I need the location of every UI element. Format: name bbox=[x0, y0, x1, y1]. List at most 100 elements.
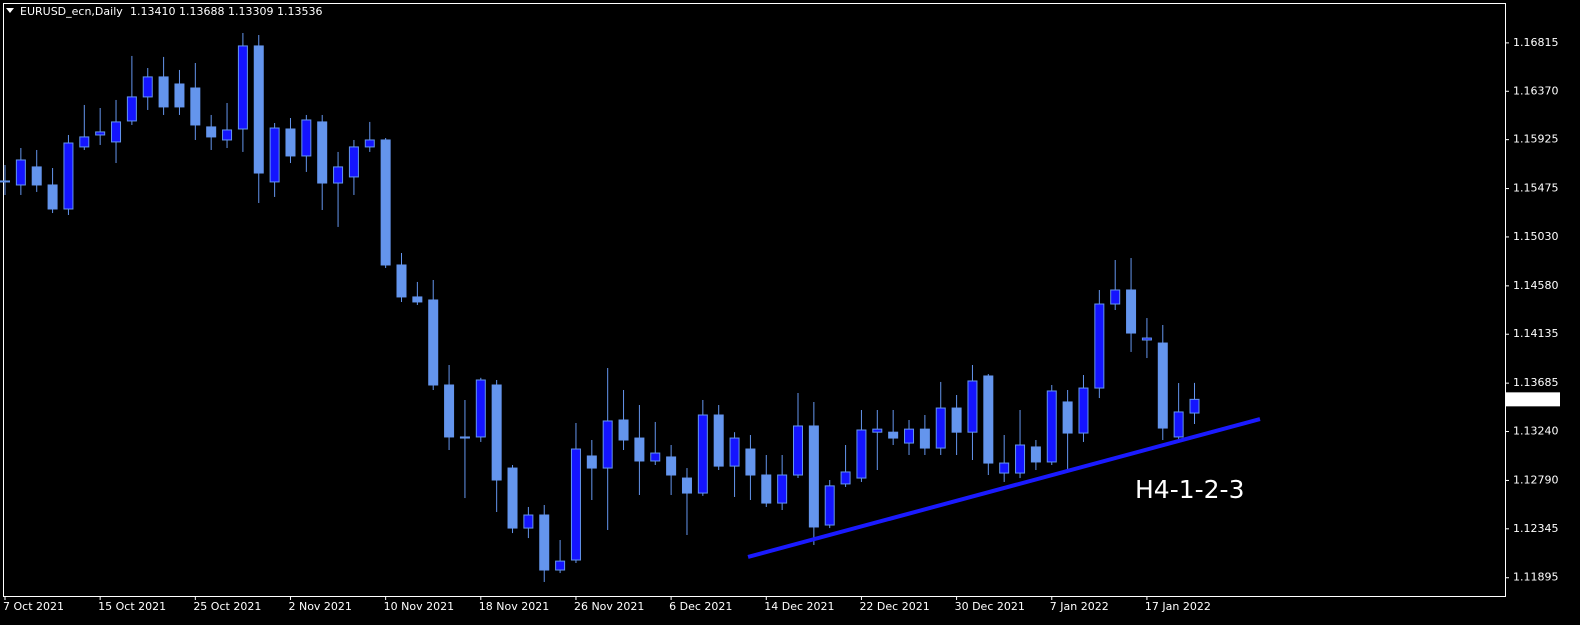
candle-body-down bbox=[47, 184, 58, 210]
candle-body-up bbox=[237, 45, 248, 130]
x-tick-label: 30 Dec 2021 bbox=[955, 600, 1025, 613]
candle-body-up bbox=[142, 76, 153, 98]
candle-body-up bbox=[1046, 390, 1057, 463]
candle-body-down bbox=[808, 425, 819, 528]
candle-body-up bbox=[523, 514, 534, 529]
candle-body-up bbox=[1189, 398, 1200, 414]
plot-frame bbox=[3, 3, 1506, 597]
candle-body-down bbox=[1157, 342, 1168, 429]
candle-body-down bbox=[428, 299, 439, 386]
candle-body-up bbox=[111, 121, 122, 143]
candle-body-up bbox=[475, 379, 486, 438]
candle-body-up bbox=[1015, 444, 1026, 474]
candle-body-up bbox=[364, 139, 375, 148]
candle-body-down bbox=[1062, 401, 1073, 434]
candle-body-up bbox=[15, 159, 26, 186]
candle-body-down bbox=[158, 76, 169, 108]
candle-body-up bbox=[1173, 411, 1184, 438]
menu-arrow[interactable] bbox=[6, 8, 14, 13]
candle-body-down bbox=[491, 384, 502, 481]
candle-body-up bbox=[999, 462, 1010, 474]
candle-body-down bbox=[888, 431, 899, 439]
candle-body-up bbox=[333, 166, 344, 184]
candle-body-up bbox=[222, 129, 233, 141]
y-tick-label: 1.15030 bbox=[1513, 230, 1559, 243]
candle-body-up bbox=[872, 428, 883, 433]
symbol: EURUSD_ecn,Daily bbox=[20, 5, 123, 18]
candle-body-up bbox=[904, 428, 915, 444]
candle-body-down bbox=[951, 407, 962, 433]
x-tick-label: 7 Jan 2022 bbox=[1050, 600, 1109, 613]
x-tick-label: 15 Oct 2021 bbox=[98, 600, 166, 613]
candle-body-down bbox=[745, 448, 756, 476]
candle-body-down bbox=[539, 514, 550, 571]
y-tick-label: 1.16370 bbox=[1513, 84, 1559, 97]
candle-body-down bbox=[713, 414, 724, 467]
candle-body-up bbox=[650, 452, 661, 462]
candle-body-up bbox=[555, 560, 566, 571]
candle-body-down bbox=[412, 296, 423, 303]
x-tick-label: 18 Nov 2021 bbox=[479, 600, 549, 613]
candle-body-up bbox=[301, 119, 312, 157]
trend-line bbox=[747, 417, 1261, 559]
annotation: H4-1-2-3 bbox=[1135, 475, 1245, 504]
x-tick-label: 25 Oct 2021 bbox=[193, 600, 261, 613]
candle-body-up bbox=[1110, 289, 1121, 305]
candle-body-down bbox=[666, 456, 677, 476]
candle-body-up bbox=[348, 146, 359, 178]
x-tick-label: 10 Nov 2021 bbox=[384, 600, 454, 613]
candle-body-up bbox=[79, 136, 90, 148]
candle-body-down bbox=[206, 126, 217, 138]
candle-body-down bbox=[396, 264, 407, 298]
candle-body-up bbox=[602, 420, 613, 469]
candle-body-up bbox=[777, 474, 788, 504]
x-tick-label: 26 Nov 2021 bbox=[574, 600, 644, 613]
candle-body-up bbox=[269, 127, 280, 183]
y-tick-label: 1.13685 bbox=[1513, 376, 1559, 389]
candle-body-up bbox=[1078, 387, 1089, 434]
ohlc: 1.13410 1.13688 1.13309 1.13536 bbox=[130, 5, 322, 18]
candle-body-down bbox=[174, 83, 185, 108]
candle-body-down bbox=[317, 121, 328, 184]
candle-body-down bbox=[681, 477, 692, 494]
candle-body-down bbox=[380, 139, 391, 266]
candle-body-up bbox=[126, 96, 137, 122]
candle-body-up bbox=[967, 380, 978, 433]
candle-body-down bbox=[507, 467, 518, 529]
candle-body-down bbox=[618, 419, 629, 441]
candle-body-up bbox=[840, 471, 851, 485]
candle-body-up bbox=[856, 429, 867, 479]
candle-body-down bbox=[444, 384, 455, 438]
candle-body-down bbox=[31, 166, 42, 186]
candle-body-down bbox=[459, 436, 470, 439]
last-price-label: 1.13536 bbox=[1513, 392, 1559, 405]
candle-body-up bbox=[697, 414, 708, 494]
y-tick-label: 1.14580 bbox=[1513, 279, 1559, 292]
y-tick-label: 1.11895 bbox=[1513, 571, 1559, 584]
candle-body-down bbox=[285, 128, 296, 157]
x-tick-label: 14 Dec 2021 bbox=[764, 600, 834, 613]
candle-body-down bbox=[634, 437, 645, 462]
candle-body-down bbox=[983, 375, 994, 464]
x-tick-label: 2 Nov 2021 bbox=[288, 600, 351, 613]
y-tick-label: 1.15925 bbox=[1513, 133, 1559, 146]
candle-body-up bbox=[570, 448, 581, 561]
candle-body-down bbox=[761, 474, 772, 504]
y-tick-label: 1.16815 bbox=[1513, 36, 1559, 49]
candle-body-up bbox=[824, 485, 835, 526]
candle-body-up bbox=[1141, 337, 1152, 341]
y-tick-label: 1.12345 bbox=[1513, 522, 1559, 535]
candle-body-up bbox=[1094, 303, 1105, 389]
y-tick-label: 1.13240 bbox=[1513, 425, 1559, 438]
candle-body-down bbox=[1030, 446, 1041, 463]
candle-body-down bbox=[1126, 289, 1137, 334]
candle-body-up bbox=[729, 437, 740, 467]
candle-body-up bbox=[935, 407, 946, 449]
x-tick-label: 22 Dec 2021 bbox=[859, 600, 929, 613]
candle-body-up bbox=[0, 180, 10, 183]
candle-body-down bbox=[586, 455, 597, 469]
candle-body-up bbox=[95, 131, 106, 136]
y-tick-label: 1.15475 bbox=[1513, 182, 1559, 195]
